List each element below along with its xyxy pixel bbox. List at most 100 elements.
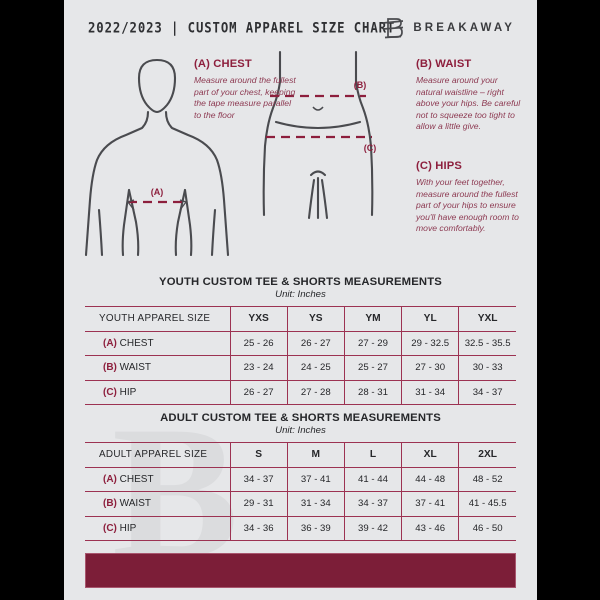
adult-cell: 34 - 37 bbox=[344, 491, 403, 517]
callout-chest: (A) CHEST Measure around the fullest par… bbox=[194, 58, 298, 121]
adult-cell: 34 - 37 bbox=[230, 466, 288, 492]
adult-section-unit: Unit: Inches bbox=[275, 425, 326, 436]
row-name: WAIST bbox=[119, 498, 151, 510]
youth-cell: 25 - 27 bbox=[344, 355, 403, 381]
youth-table-header-row: YOUTH APPAREL SIZE YXS YS YM YL YXL bbox=[85, 306, 516, 332]
adult-cell: 41 - 45.5 bbox=[458, 491, 516, 517]
adult-cell: 37 - 41 bbox=[287, 466, 345, 492]
adult-row-label: (B) WAIST bbox=[85, 491, 231, 517]
adult-size-header: M bbox=[287, 442, 345, 468]
adult-section-title: ADULT CUSTOM TEE & SHORTS MEASUREMENTS bbox=[160, 412, 441, 424]
adult-table-header-row: ADULT APPAREL SIZE S M L XL 2XL bbox=[85, 442, 516, 468]
youth-cell: 23 - 24 bbox=[230, 355, 288, 381]
page-header: 2022/2023 | CUSTOM APPAREL SIZE CHART BR… bbox=[64, 0, 537, 50]
callout-waist-heading: (B) WAIST bbox=[416, 58, 472, 70]
youth-size-header: YXL bbox=[458, 306, 516, 332]
table-row: (B) WAIST 23 - 24 24 - 25 25 - 27 27 - 3… bbox=[85, 355, 516, 381]
adult-cell: 29 - 31 bbox=[230, 491, 288, 517]
footer-accent-bar bbox=[85, 553, 516, 588]
youth-row-label: (A) CHEST bbox=[85, 330, 231, 356]
youth-cell: 27 - 30 bbox=[401, 355, 460, 381]
youth-row-label: (C) HIP bbox=[85, 379, 231, 405]
youth-cell: 28 - 31 bbox=[344, 379, 403, 405]
callout-waist: (B) WAIST Measure around your natural wa… bbox=[416, 58, 524, 133]
row-name: HIP bbox=[119, 386, 137, 398]
row-tag: (A) bbox=[103, 473, 117, 485]
adult-size-header: S bbox=[230, 442, 288, 468]
navel-mark bbox=[312, 106, 324, 111]
youth-cell: 31 - 34 bbox=[401, 379, 460, 405]
youth-cell: 30 - 33 bbox=[458, 355, 516, 381]
youth-cell: 27 - 29 bbox=[344, 330, 403, 356]
brand-name: BREAKAWAY bbox=[413, 22, 515, 34]
adult-cell: 44 - 48 bbox=[401, 466, 460, 492]
adult-row-label: (A) CHEST bbox=[85, 466, 231, 492]
callout-waist-body: Measure around your natural waistline – … bbox=[416, 75, 521, 132]
adult-cell: 46 - 50 bbox=[458, 515, 516, 541]
adult-cell: 48 - 52 bbox=[458, 466, 516, 492]
table-row: (B) WAIST 29 - 31 31 - 34 34 - 37 37 - 4… bbox=[85, 491, 516, 517]
youth-row-label: (B) WAIST bbox=[85, 355, 231, 381]
table-row: (A) CHEST 25 - 26 26 - 27 27 - 29 29 - 3… bbox=[85, 330, 516, 356]
table-row: (C) HIP 26 - 27 27 - 28 28 - 31 31 - 34 … bbox=[85, 379, 516, 405]
youth-cell: 34 - 37 bbox=[458, 379, 516, 405]
adult-size-header: XL bbox=[401, 442, 460, 468]
adult-measurements-section: ADULT CUSTOM TEE & SHORTS MEASUREMENTS U… bbox=[85, 412, 516, 541]
adult-size-table: ADULT APPAREL SIZE S M L XL 2XL (A) CHES… bbox=[85, 442, 516, 541]
youth-cell: 26 - 27 bbox=[230, 379, 288, 405]
youth-cell: 32.5 - 35.5 bbox=[458, 330, 516, 356]
adult-row-label: (C) HIP bbox=[85, 515, 231, 541]
adult-cell: 36 - 39 bbox=[287, 515, 345, 541]
waist-marker-label: (B) bbox=[354, 80, 367, 90]
youth-size-header: YM bbox=[344, 306, 403, 332]
callout-hips: (C) HIPS With your feet together, measur… bbox=[416, 160, 528, 235]
breakaway-b-monogram-icon bbox=[383, 18, 404, 39]
table-row: (A) CHEST 34 - 37 37 - 41 41 - 44 44 - 4… bbox=[85, 466, 516, 492]
adult-cell: 41 - 44 bbox=[344, 466, 403, 492]
measurement-illustrations: (A) (B) (C) (A) CHEST Measure around the… bbox=[64, 50, 537, 268]
callout-chest-body: Measure around the fullest part of your … bbox=[194, 75, 296, 120]
adult-size-header: L bbox=[344, 442, 403, 468]
callout-chest-heading: (A) CHEST bbox=[194, 58, 252, 70]
row-tag: (C) bbox=[103, 522, 117, 534]
youth-first-column-header: YOUTH APPAREL SIZE bbox=[85, 306, 231, 332]
table-row: (C) HIP 34 - 36 36 - 39 39 - 42 43 - 46 … bbox=[85, 515, 516, 541]
row-tag: (B) bbox=[103, 498, 117, 510]
row-tag: (A) bbox=[103, 337, 117, 349]
row-name: WAIST bbox=[119, 362, 151, 374]
adult-first-column-header: ADULT APPAREL SIZE bbox=[85, 442, 231, 468]
row-name: CHEST bbox=[119, 337, 154, 349]
youth-section-unit: Unit: Inches bbox=[275, 289, 326, 300]
youth-size-table: YOUTH APPAREL SIZE YXS YS YM YL YXL (A) … bbox=[85, 306, 516, 405]
row-name: HIP bbox=[119, 522, 137, 534]
youth-size-header: YS bbox=[287, 306, 345, 332]
youth-size-header: YL bbox=[401, 306, 460, 332]
body-figures-svg: (A) (B) (C) bbox=[84, 50, 377, 257]
chest-marker-label: (A) bbox=[151, 187, 164, 197]
row-tag: (B) bbox=[103, 362, 117, 374]
adult-cell: 31 - 34 bbox=[287, 491, 345, 517]
brand-logo: BREAKAWAY bbox=[382, 16, 515, 40]
youth-measurements-section: YOUTH CUSTOM TEE & SHORTS MEASUREMENTS U… bbox=[85, 276, 516, 405]
adult-size-header: 2XL bbox=[458, 442, 516, 468]
youth-cell: 27 - 28 bbox=[287, 379, 345, 405]
hips-marker-label: (C) bbox=[364, 143, 377, 153]
youth-cell: 26 - 27 bbox=[287, 330, 345, 356]
chest-measure-line bbox=[126, 199, 188, 211]
adult-cell: 37 - 41 bbox=[401, 491, 460, 517]
youth-cell: 24 - 25 bbox=[287, 355, 345, 381]
adult-cell: 43 - 46 bbox=[401, 515, 460, 541]
size-chart-page: B 2022/2023 | CUSTOM APPAREL SIZE CHART … bbox=[64, 0, 537, 600]
torso-front-figure bbox=[84, 58, 230, 257]
youth-cell: 25 - 26 bbox=[230, 330, 288, 356]
youth-cell: 29 - 32.5 bbox=[401, 330, 460, 356]
callout-hips-body: With your feet together, measure around … bbox=[416, 177, 519, 234]
youth-size-header: YXS bbox=[230, 306, 288, 332]
row-tag: (C) bbox=[103, 386, 117, 398]
page-title: 2022/2023 | CUSTOM APPAREL SIZE CHART bbox=[88, 19, 396, 37]
adult-cell: 39 - 42 bbox=[344, 515, 403, 541]
adult-cell: 34 - 36 bbox=[230, 515, 288, 541]
youth-section-title: YOUTH CUSTOM TEE & SHORTS MEASUREMENTS bbox=[159, 276, 442, 288]
row-name: CHEST bbox=[119, 473, 154, 485]
hips-front-figure bbox=[262, 50, 374, 220]
